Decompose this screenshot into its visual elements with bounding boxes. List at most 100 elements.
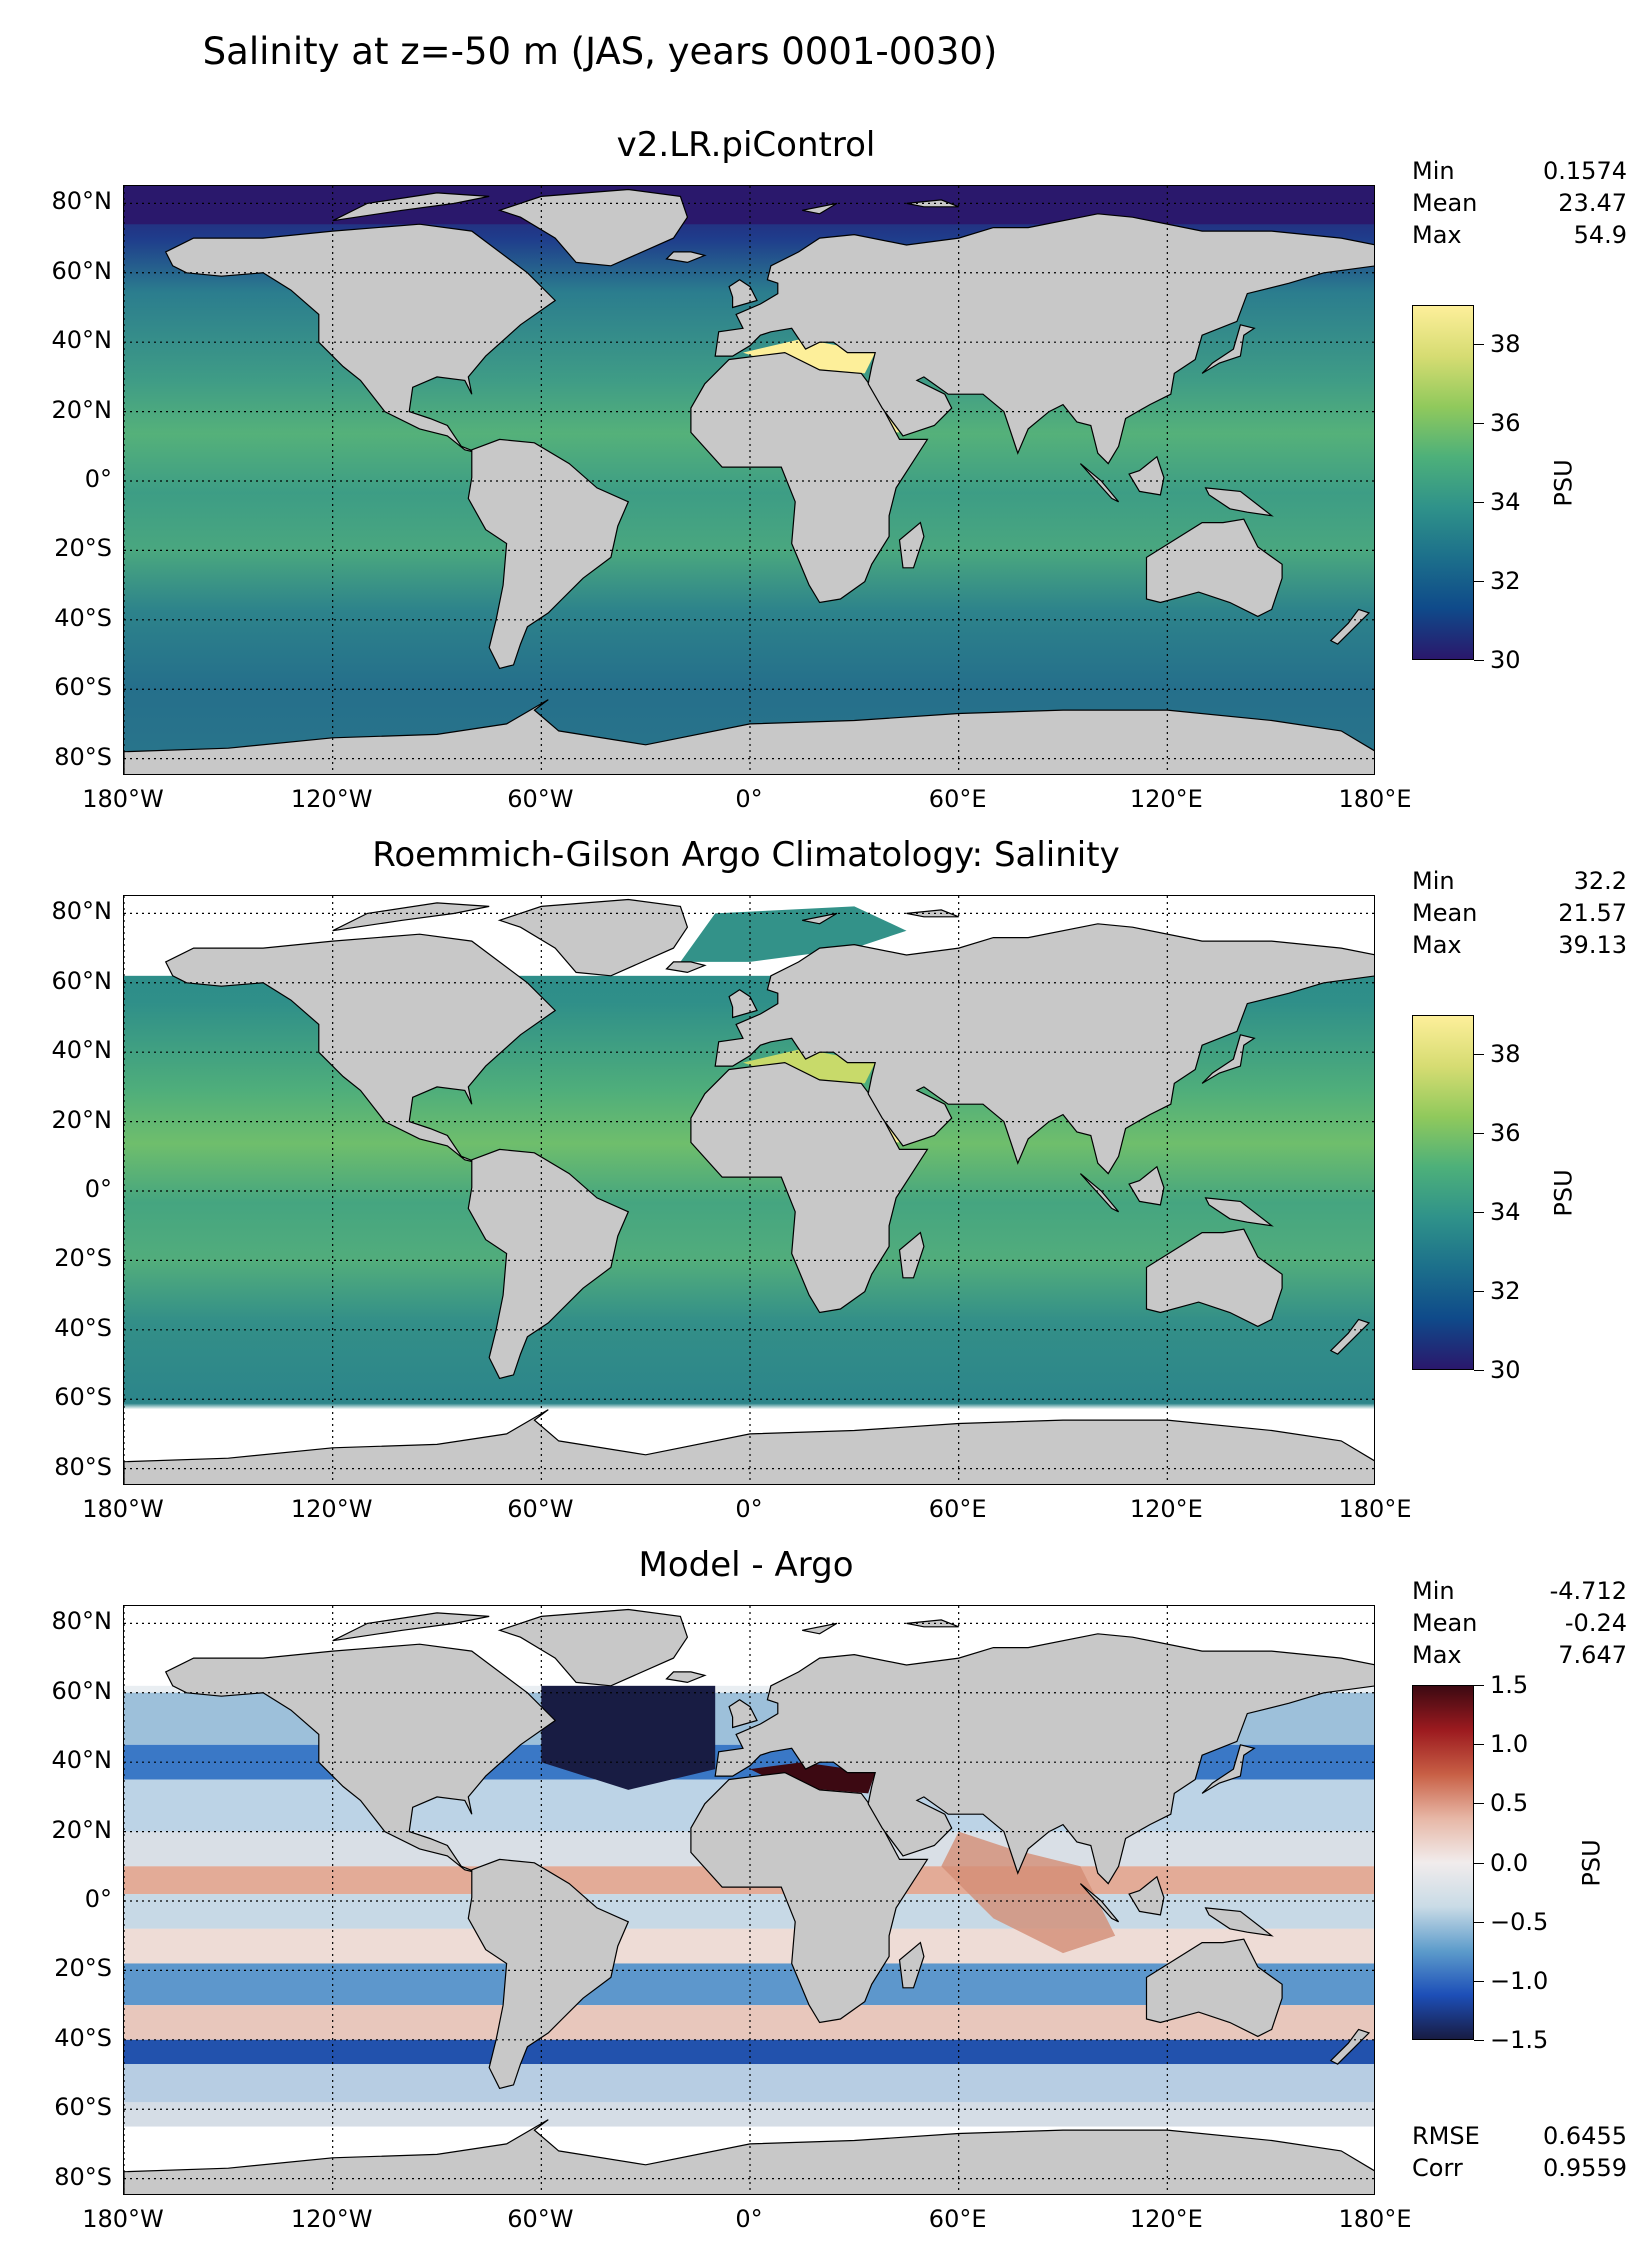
land-mass xyxy=(1329,2028,1371,2065)
stat-label: Corr xyxy=(1412,2154,1463,2182)
land-mass xyxy=(1201,1744,1256,1794)
stats-box: Min -4.712 Mean -0.24 Max 7.647 xyxy=(1412,1575,1627,1671)
panel-title: Roemmich-Gilson Argo Climatology: Salini… xyxy=(372,835,1120,875)
land-mass xyxy=(1145,1938,1283,2038)
lon-tick-label: 180°W xyxy=(82,2205,164,2233)
stat-value: 0.6455 xyxy=(1543,2122,1627,2150)
colorbar xyxy=(1412,1685,1474,2040)
stat-label: Min xyxy=(1412,157,1455,185)
lat-tick-label: 80°S xyxy=(54,2162,112,2191)
land-mass xyxy=(497,188,689,267)
stat-row: Corr 0.9559 xyxy=(1412,2152,1627,2184)
lon-tick-label: 180°W xyxy=(82,1495,164,1523)
lon-tick-label: 60°E xyxy=(928,2205,987,2233)
stat-label: Min xyxy=(1412,867,1455,895)
lat-tick-label: 40°N xyxy=(51,1746,113,1775)
lat-tick-label: 80°N xyxy=(51,1607,113,1636)
colorbar-tick-label: 0.0 xyxy=(1473,1848,1529,1877)
lat-tick-label: 80°N xyxy=(51,897,113,926)
stat-value: 23.47 xyxy=(1558,189,1627,217)
stat-value: 54.9 xyxy=(1573,221,1627,249)
land-mass xyxy=(124,2119,1374,2194)
land-mass xyxy=(802,202,838,215)
lat-tick-label: 60°N xyxy=(51,1676,113,1705)
land-mass xyxy=(164,1643,557,1874)
colorbar-tick-label: 36 xyxy=(1474,409,1521,438)
stat-value: 32.2 xyxy=(1573,867,1627,895)
lat-tick-label: 0° xyxy=(84,1885,112,1913)
colorbar-tick-label: 0.5 xyxy=(1473,1789,1529,1818)
land-mass xyxy=(1145,1228,1283,1328)
lon-tick-label: 120°W xyxy=(290,785,373,813)
land-mass xyxy=(1204,1197,1274,1227)
land-mass xyxy=(497,898,689,977)
land-mass xyxy=(1128,455,1165,496)
stat-row: Min -4.712 xyxy=(1412,1575,1627,1607)
stat-row: Mean 21.57 xyxy=(1412,897,1627,929)
salinity-map xyxy=(123,895,1375,1485)
land-mass xyxy=(467,1148,630,1380)
land-mass xyxy=(802,912,838,925)
lat-tick-label: 20°N xyxy=(51,1815,113,1844)
stat-label: RMSE xyxy=(1412,2122,1480,2150)
salinity-map xyxy=(123,1605,1375,2195)
land-mass xyxy=(124,699,1374,774)
colorbar xyxy=(1412,305,1474,660)
colorbar-label: PSU xyxy=(1577,1838,1606,1887)
stat-row: Max 54.9 xyxy=(1412,219,1627,251)
stat-value: 7.647 xyxy=(1558,1641,1627,1669)
lat-tick-label: 20°S xyxy=(54,1954,112,1983)
lon-tick-label: 0° xyxy=(735,2205,763,2233)
land-mass xyxy=(906,909,959,918)
land-mass xyxy=(1201,1034,1256,1084)
lon-tick-label: 120°W xyxy=(290,2205,373,2233)
stat-label: Max xyxy=(1412,1641,1462,1669)
lon-tick-label: 180°E xyxy=(1338,785,1412,813)
map-panel-1: v2.LR.piControl 80°N 60°N 40°N 20°N 0° 20°S 40°… xyxy=(0,125,1651,830)
land-mass xyxy=(665,251,707,264)
stat-row: Mean 23.47 xyxy=(1412,187,1627,219)
land-mass xyxy=(1079,463,1120,503)
colorbar-tick-label: 30 xyxy=(1474,1356,1521,1384)
colorbar-tick-label: 34 xyxy=(1474,488,1521,517)
colorbar-tick-label: 1.5 xyxy=(1473,1671,1529,1699)
colorbar-tick-label: −1.0 xyxy=(1473,1966,1549,1995)
lat-tick-label: 20°S xyxy=(54,1244,112,1273)
lat-tick-label: 0° xyxy=(84,1175,112,1203)
stats-box: Min 0.1574 Mean 23.47 Max 54.9 xyxy=(1412,155,1627,251)
lon-tick-label: 60°W xyxy=(507,1495,574,1523)
lat-tick-label: 80°N xyxy=(51,187,113,216)
stat-row: Mean -0.24 xyxy=(1412,1607,1627,1639)
lat-tick-label: 20°N xyxy=(51,1105,113,1134)
colorbar-tick-label: −1.5 xyxy=(1473,2026,1549,2054)
stat-row: Min 0.1574 xyxy=(1412,155,1627,187)
stat-row: Max 39.13 xyxy=(1412,929,1627,961)
land-mass xyxy=(332,1612,490,1642)
land-mass xyxy=(1201,324,1256,374)
lon-tick-label: 0° xyxy=(735,1495,763,1523)
lon-tick-label: 60°E xyxy=(928,1495,987,1523)
lat-tick-label: 40°S xyxy=(54,2023,112,2052)
colorbar-label: PSU xyxy=(1549,458,1578,507)
land-mass xyxy=(467,438,630,670)
lon-tick-label: 60°E xyxy=(928,785,987,813)
lon-tick-label: 120°E xyxy=(1129,785,1203,813)
lat-tick-label: 40°N xyxy=(51,326,113,355)
land-mass xyxy=(802,1622,838,1635)
stat-label: Max xyxy=(1412,221,1462,249)
lon-tick-label: 0° xyxy=(735,785,763,813)
stat-label: Mean xyxy=(1412,1609,1478,1637)
land-mass xyxy=(898,521,925,569)
lat-tick-label: 60°S xyxy=(54,1383,112,1412)
colorbar xyxy=(1412,1015,1474,1370)
land-mass xyxy=(714,213,1374,465)
land-mass xyxy=(1329,1318,1371,1355)
land-mass xyxy=(497,1608,689,1687)
stat-value: -4.712 xyxy=(1549,1577,1627,1605)
land-mass xyxy=(1079,1883,1120,1923)
salinity-map xyxy=(123,185,1375,775)
land-mass xyxy=(714,1633,1374,1885)
lon-tick-label: 60°W xyxy=(507,2205,574,2233)
land-mass xyxy=(1204,487,1274,517)
lat-tick-label: 40°S xyxy=(54,603,112,632)
